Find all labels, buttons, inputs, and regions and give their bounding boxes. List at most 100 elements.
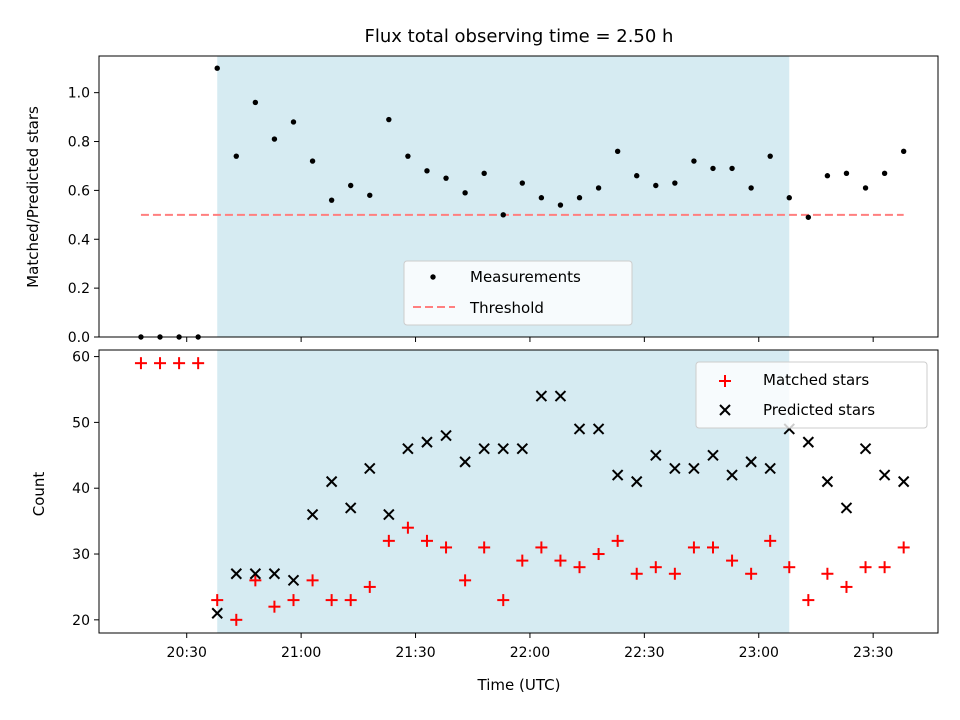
predicted-stars-point	[459, 456, 471, 468]
matched-stars-point	[611, 534, 624, 547]
bottom-y-axis-label: Count	[30, 472, 48, 517]
predicted-stars-point	[230, 568, 242, 580]
measurement-point	[595, 185, 602, 191]
measurement-point	[500, 212, 506, 218]
x-tick-label: 21:30	[395, 645, 435, 661]
matched-stars-point	[516, 554, 529, 567]
matched-stars-point	[573, 561, 586, 574]
matched-stars-point	[649, 561, 662, 574]
predicted-stars-point	[897, 475, 910, 488]
measurement-point	[729, 165, 735, 172]
predicted-stars-point	[287, 574, 300, 587]
matched-stars-point	[897, 541, 910, 554]
predicted-stars-point	[497, 443, 509, 455]
y-tick-label: 0.2	[68, 281, 90, 297]
measurement-point	[424, 168, 430, 174]
bottom-legend-box	[695, 361, 928, 429]
measurement-point	[748, 185, 754, 191]
predicted-stars-point	[840, 502, 853, 514]
matched-stars-point	[420, 534, 433, 547]
measurement-point	[367, 192, 373, 198]
bottom-points-layer	[134, 357, 910, 626]
measurement-point	[328, 197, 335, 203]
predicted-stars-point	[764, 462, 776, 475]
measurement-point	[443, 175, 449, 181]
top-plot-frame	[98, 55, 939, 338]
measurement-point	[386, 116, 392, 123]
predicted-stars-point	[421, 436, 433, 448]
top-legend: Measurements Threshold	[403, 260, 633, 326]
measurement-point	[786, 195, 792, 201]
legend-matched-label: Matched stars	[763, 371, 869, 389]
measurement-point	[900, 148, 907, 154]
bottom-x-axis: 20:30 21:00 21:30 22:00 22:30 23:00 23:30	[167, 633, 893, 661]
measurement-point	[634, 173, 640, 179]
predicted-stars-point	[631, 475, 643, 488]
predicted-stars-point	[554, 390, 567, 402]
matched-stars-point	[821, 567, 834, 580]
legend-measurements-label: Measurements	[470, 268, 581, 286]
predicted-stars-point	[344, 502, 357, 514]
top-legend-box	[403, 260, 633, 326]
bottom-panel: 20 30 40 50 60 20:30 21:00 21:30 22:00 22:30 23:0…	[30, 349, 939, 694]
predicted-stars-point	[402, 443, 414, 455]
top-y-axis: 0.0 0.2 0.4 0.6 0.8 1.0	[68, 86, 99, 346]
x-tick-label: 23:00	[739, 645, 779, 661]
measurement-point	[691, 158, 697, 164]
predicted-stars-point	[669, 462, 681, 475]
measurement-point	[672, 180, 678, 186]
measurement-point	[271, 136, 278, 142]
matched-stars-point	[802, 594, 815, 607]
x-tick-label: 20:30	[167, 645, 207, 661]
matched-stars-point	[592, 548, 605, 561]
predicted-stars-point	[688, 462, 700, 475]
predicted-stars-point	[478, 443, 490, 455]
bottom-legend: Matched stars Predicted stars	[695, 361, 928, 429]
measurement-point	[462, 190, 468, 196]
matched-stars-point	[211, 594, 224, 607]
matched-stars-point	[325, 594, 338, 607]
matched-stars-point	[535, 541, 548, 554]
matched-stars-point	[497, 594, 510, 607]
measurement-point	[557, 202, 564, 208]
matched-stars-point	[382, 534, 395, 547]
predicted-stars-point	[249, 568, 262, 580]
y-tick-label: 0.0	[68, 330, 90, 346]
x-axis-label: Time (UTC)	[477, 676, 561, 694]
matched-stars-point	[173, 357, 186, 370]
matched-stars-point	[554, 554, 567, 567]
measurement-point	[843, 170, 850, 176]
matched-stars-point	[344, 594, 357, 607]
matched-stars-point	[287, 594, 300, 607]
measurement-point	[309, 158, 316, 164]
measurement-point	[881, 170, 888, 176]
measurement-point	[481, 170, 487, 176]
matched-stars-point	[134, 357, 147, 370]
predicted-stars-point	[859, 443, 872, 455]
predicted-stars-point	[211, 607, 223, 619]
legend-predicted-label: Predicted stars	[763, 401, 875, 419]
predicted-stars-point	[821, 475, 834, 488]
predicted-stars-point	[364, 462, 376, 475]
predicted-stars-point	[268, 568, 281, 580]
predicted-stars-point	[878, 469, 891, 481]
chart-title: Flux total observing time = 2.50 h	[365, 26, 674, 47]
measurement-point	[805, 214, 812, 220]
predicted-stars-point	[573, 423, 586, 435]
measurement-point	[233, 153, 239, 159]
x-tick-label: 22:30	[624, 645, 664, 661]
matched-stars-point	[268, 600, 281, 613]
measurement-point	[576, 195, 583, 201]
top-y-axis-label: Matched/Predicted stars	[24, 106, 42, 288]
top-panel: Flux total observing time = 2.50 h 0.0 0.…	[24, 26, 939, 346]
x-tick-label: 23:30	[853, 645, 893, 661]
y-tick-label: 0.6	[68, 183, 90, 199]
matched-stars-point	[440, 541, 453, 554]
predicted-stars-point	[802, 436, 815, 448]
measurement-point	[710, 165, 716, 172]
y-tick-label: 0.4	[68, 232, 90, 248]
matched-stars-point	[668, 567, 681, 580]
y-tick-label: 1.0	[68, 86, 90, 102]
predicted-stars-point	[383, 508, 395, 521]
